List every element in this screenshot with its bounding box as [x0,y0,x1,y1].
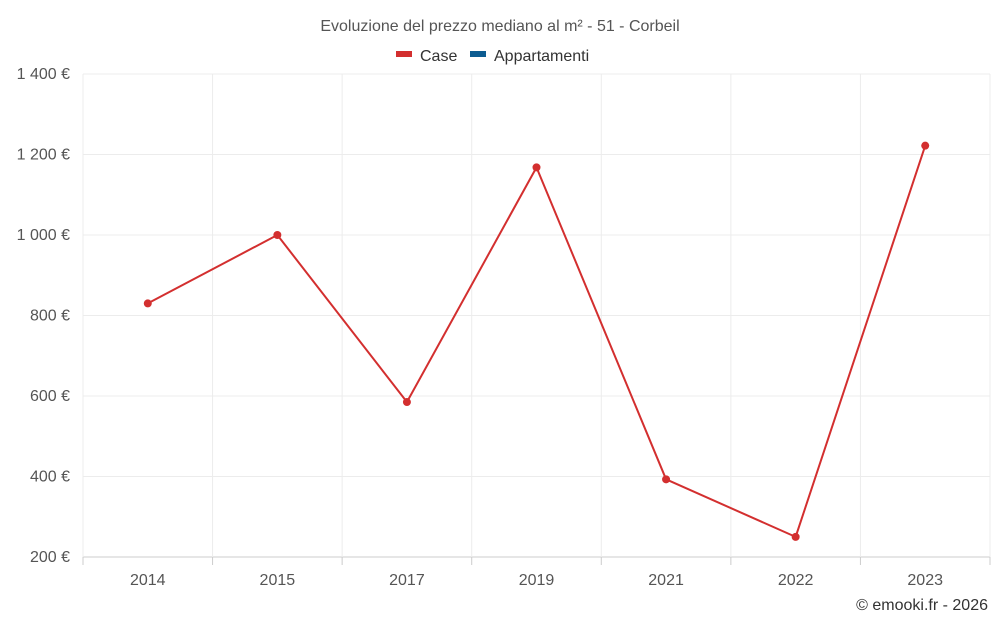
legend-label-case: Case [420,48,457,65]
legend-item-case[interactable]: Case [396,48,457,65]
y-tick-label: 200 € [30,549,70,566]
legend-label-appartamenti: Appartamenti [494,48,589,65]
x-tick-label: 2022 [778,572,814,589]
data-point[interactable] [532,163,541,172]
legend: Case Appartamenti [396,48,589,65]
credit-text[interactable]: © emooki.fr - 2026 [856,597,988,614]
legend-swatch-appartamenti [470,51,486,57]
y-tick-label: 1 000 € [17,227,70,244]
series-line [147,145,927,538]
legend-item-appartamenti[interactable]: Appartamenti [470,48,589,65]
data-point[interactable] [273,231,282,239]
x-tick-label: 2023 [907,572,943,589]
data-point[interactable] [791,532,800,541]
y-tick-label: 600 € [30,388,70,405]
x-tick-label: 2019 [519,572,555,589]
data-point[interactable] [921,141,930,150]
data-point[interactable] [662,475,671,484]
x-tick-label: 2014 [130,572,166,589]
x-tick-label: 2021 [648,572,684,589]
x-tick-label: 2017 [389,572,425,589]
data-point[interactable] [402,398,411,407]
y-tick-label: 1 200 € [17,147,70,164]
series-case [143,141,930,541]
y-tick-label: 400 € [30,469,70,486]
axes: 200 € 400 € 600 € 800 € 1 000 € 1 200 € 1 400 … [17,66,991,589]
chart-title: Evoluzione del prezzo mediano al m² - 51… [320,18,679,35]
y-tick-label: 1 400 € [17,66,70,83]
x-tick-label: 2015 [260,572,296,589]
data-point[interactable] [143,299,152,308]
legend-swatch-case [396,51,412,57]
y-tick-label: 800 € [30,308,70,325]
gridlines [82,73,991,558]
